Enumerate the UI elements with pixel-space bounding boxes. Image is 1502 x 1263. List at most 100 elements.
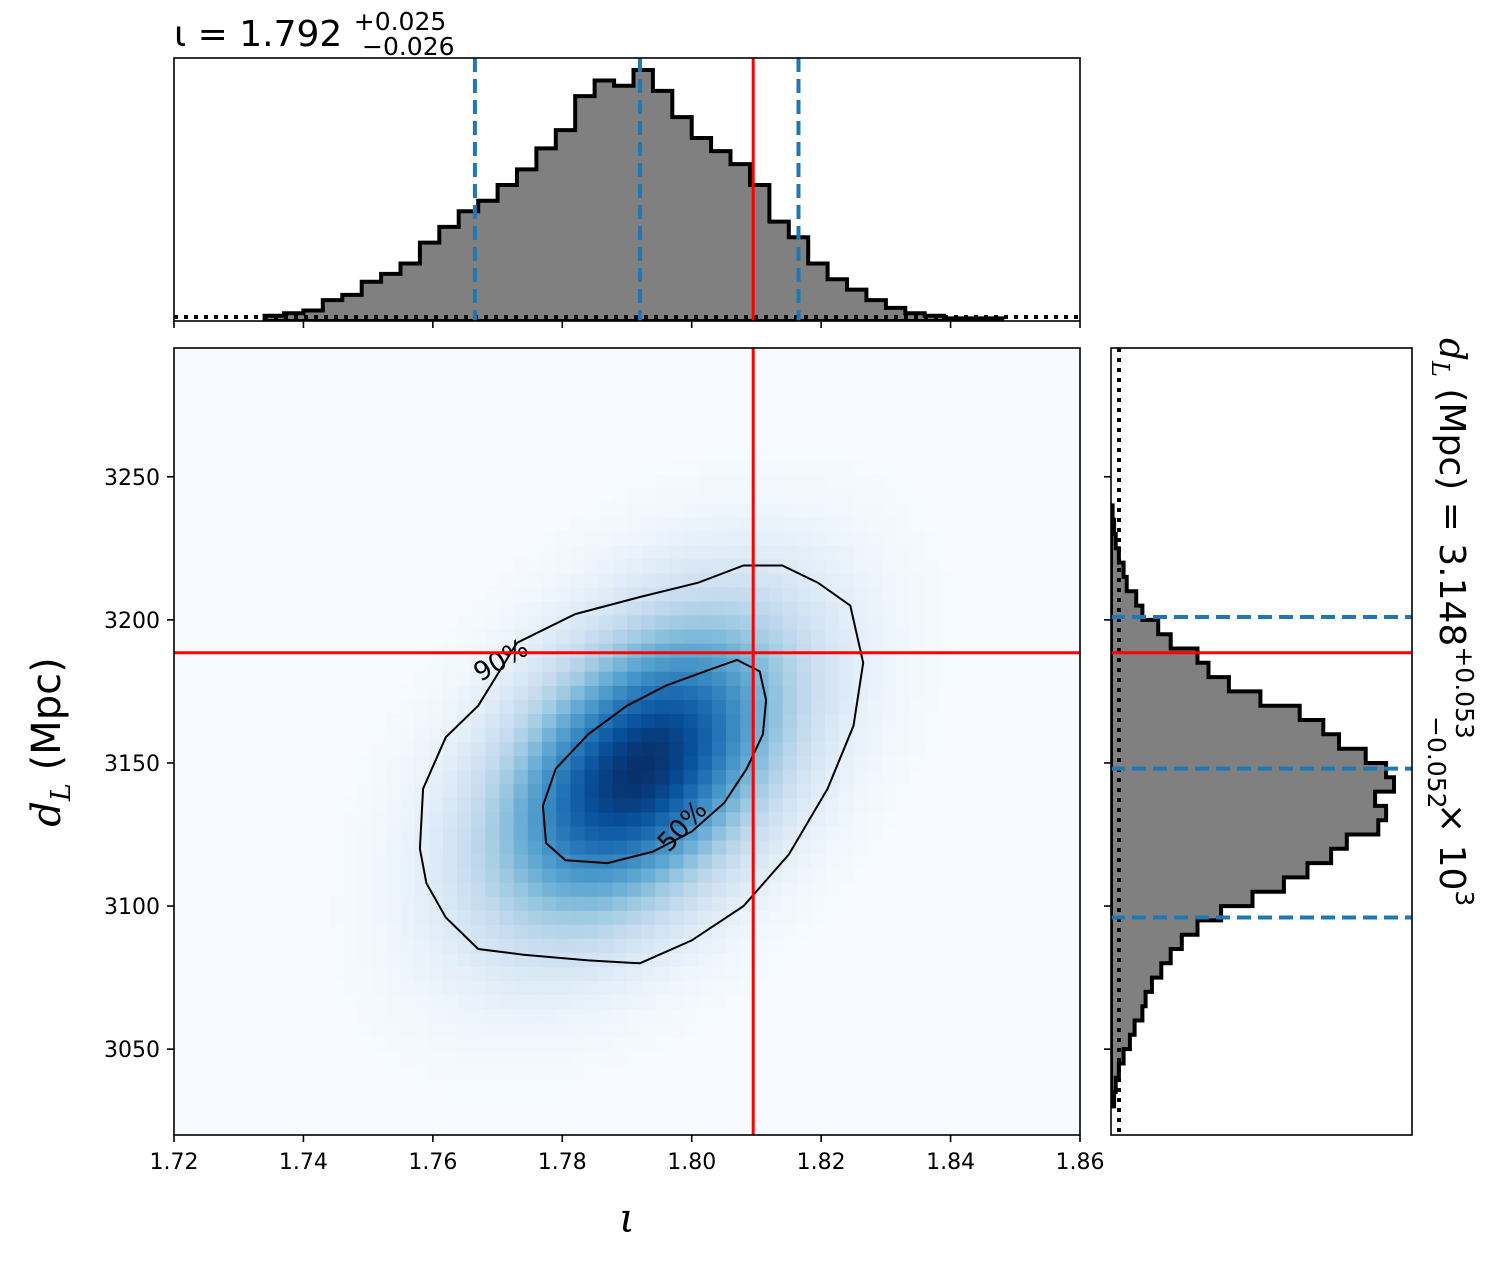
density-cell bbox=[428, 1008, 444, 1024]
density-cell bbox=[329, 896, 345, 911]
density-cell bbox=[584, 924, 600, 939]
density-cell bbox=[754, 572, 770, 588]
density-cell bbox=[754, 825, 770, 841]
density-cell bbox=[881, 572, 897, 588]
density-cell bbox=[612, 615, 628, 630]
density-cell bbox=[726, 910, 741, 925]
density-cell bbox=[853, 797, 869, 813]
density-cell bbox=[513, 966, 529, 982]
density-cell bbox=[471, 966, 487, 982]
density-cell bbox=[627, 811, 642, 827]
density-cell bbox=[414, 952, 430, 967]
density-cell bbox=[796, 516, 812, 532]
density-cell bbox=[414, 685, 430, 700]
density-cell bbox=[782, 741, 798, 757]
density-cell bbox=[895, 516, 911, 532]
density-cell bbox=[683, 924, 699, 939]
density-cell bbox=[782, 685, 798, 700]
density-cell bbox=[867, 600, 883, 616]
density-cell bbox=[641, 924, 656, 939]
density-cell bbox=[471, 910, 487, 925]
density-cell bbox=[627, 671, 642, 686]
density-cell bbox=[740, 910, 756, 925]
density-cell bbox=[556, 657, 571, 672]
density-cell bbox=[895, 615, 911, 630]
density-cell bbox=[358, 882, 373, 897]
density-cell bbox=[711, 741, 727, 757]
density-cell bbox=[598, 727, 614, 743]
density-cell bbox=[499, 853, 515, 869]
density-cell bbox=[527, 896, 543, 911]
y-tick-label: 3100 bbox=[104, 895, 160, 920]
density-cell bbox=[754, 839, 770, 855]
density-cell bbox=[697, 615, 713, 630]
density-cell bbox=[711, 952, 727, 967]
density-cell bbox=[542, 713, 557, 729]
density-cell bbox=[485, 657, 501, 672]
density-cell bbox=[612, 727, 628, 743]
density-cell bbox=[782, 474, 798, 490]
density-cell bbox=[655, 572, 671, 588]
iota-histogram bbox=[262, 68, 1005, 321]
density-cell bbox=[782, 839, 798, 855]
density-cell bbox=[711, 629, 727, 644]
density-cell bbox=[598, 853, 614, 869]
density-cell bbox=[754, 516, 770, 532]
density-cell bbox=[726, 769, 741, 785]
density-cell bbox=[895, 558, 911, 574]
density-cell bbox=[726, 938, 741, 953]
density-cell bbox=[811, 783, 826, 799]
density-cell bbox=[485, 713, 501, 729]
density-cell bbox=[683, 600, 699, 616]
density-cell bbox=[853, 853, 869, 869]
y-axis-label: dL (Mpc) bbox=[24, 657, 77, 826]
density-cell bbox=[641, 671, 656, 686]
density-cell bbox=[895, 671, 911, 686]
density-cell bbox=[711, 460, 727, 476]
density-cell bbox=[924, 615, 940, 630]
density-cell bbox=[556, 629, 571, 644]
density-cell bbox=[825, 502, 840, 518]
true-value-lines bbox=[174, 348, 1080, 1135]
density-cell bbox=[400, 910, 416, 925]
density-cell bbox=[697, 910, 713, 925]
density-cell bbox=[697, 755, 713, 771]
density-cell bbox=[895, 586, 911, 602]
density-cell bbox=[768, 586, 784, 602]
density-cell bbox=[556, 643, 571, 658]
density-cell bbox=[825, 713, 840, 729]
density-cell bbox=[457, 1036, 472, 1052]
density-cell bbox=[768, 896, 784, 911]
density-cell bbox=[825, 629, 840, 644]
density-cell bbox=[754, 755, 770, 771]
density-cell bbox=[811, 488, 826, 504]
density-cell bbox=[796, 713, 812, 729]
density-cell bbox=[796, 853, 812, 869]
density-cell bbox=[740, 713, 756, 729]
density-cell bbox=[513, 755, 529, 771]
density-cell bbox=[542, 1078, 557, 1094]
density-cell bbox=[641, 502, 656, 518]
density-cell bbox=[527, 1008, 543, 1024]
iota-panel-ticks bbox=[173, 321, 1081, 328]
density-cell bbox=[570, 797, 586, 813]
density-cell bbox=[343, 966, 359, 982]
density-cell bbox=[825, 657, 840, 672]
density-cell bbox=[400, 1008, 416, 1024]
density-cell bbox=[485, 600, 501, 616]
density-cell bbox=[386, 966, 402, 982]
density-cell bbox=[513, 952, 529, 967]
joint-density-panel: 90%50% 1.72 1.74 1.76 1.78 1.80 1.82 1.84 1.86 … bbox=[104, 347, 1104, 1175]
density-cell bbox=[428, 727, 444, 743]
density-cell bbox=[825, 530, 840, 546]
density-cell bbox=[343, 811, 359, 827]
density-cell bbox=[556, 769, 571, 785]
density-cell bbox=[655, 938, 671, 953]
density-cell bbox=[527, 685, 543, 700]
density-cell bbox=[697, 727, 713, 743]
density-cell bbox=[910, 699, 925, 714]
density-cell bbox=[655, 699, 671, 714]
density-cell bbox=[428, 699, 444, 714]
density-cell bbox=[584, 910, 600, 925]
density-cell bbox=[782, 572, 798, 588]
